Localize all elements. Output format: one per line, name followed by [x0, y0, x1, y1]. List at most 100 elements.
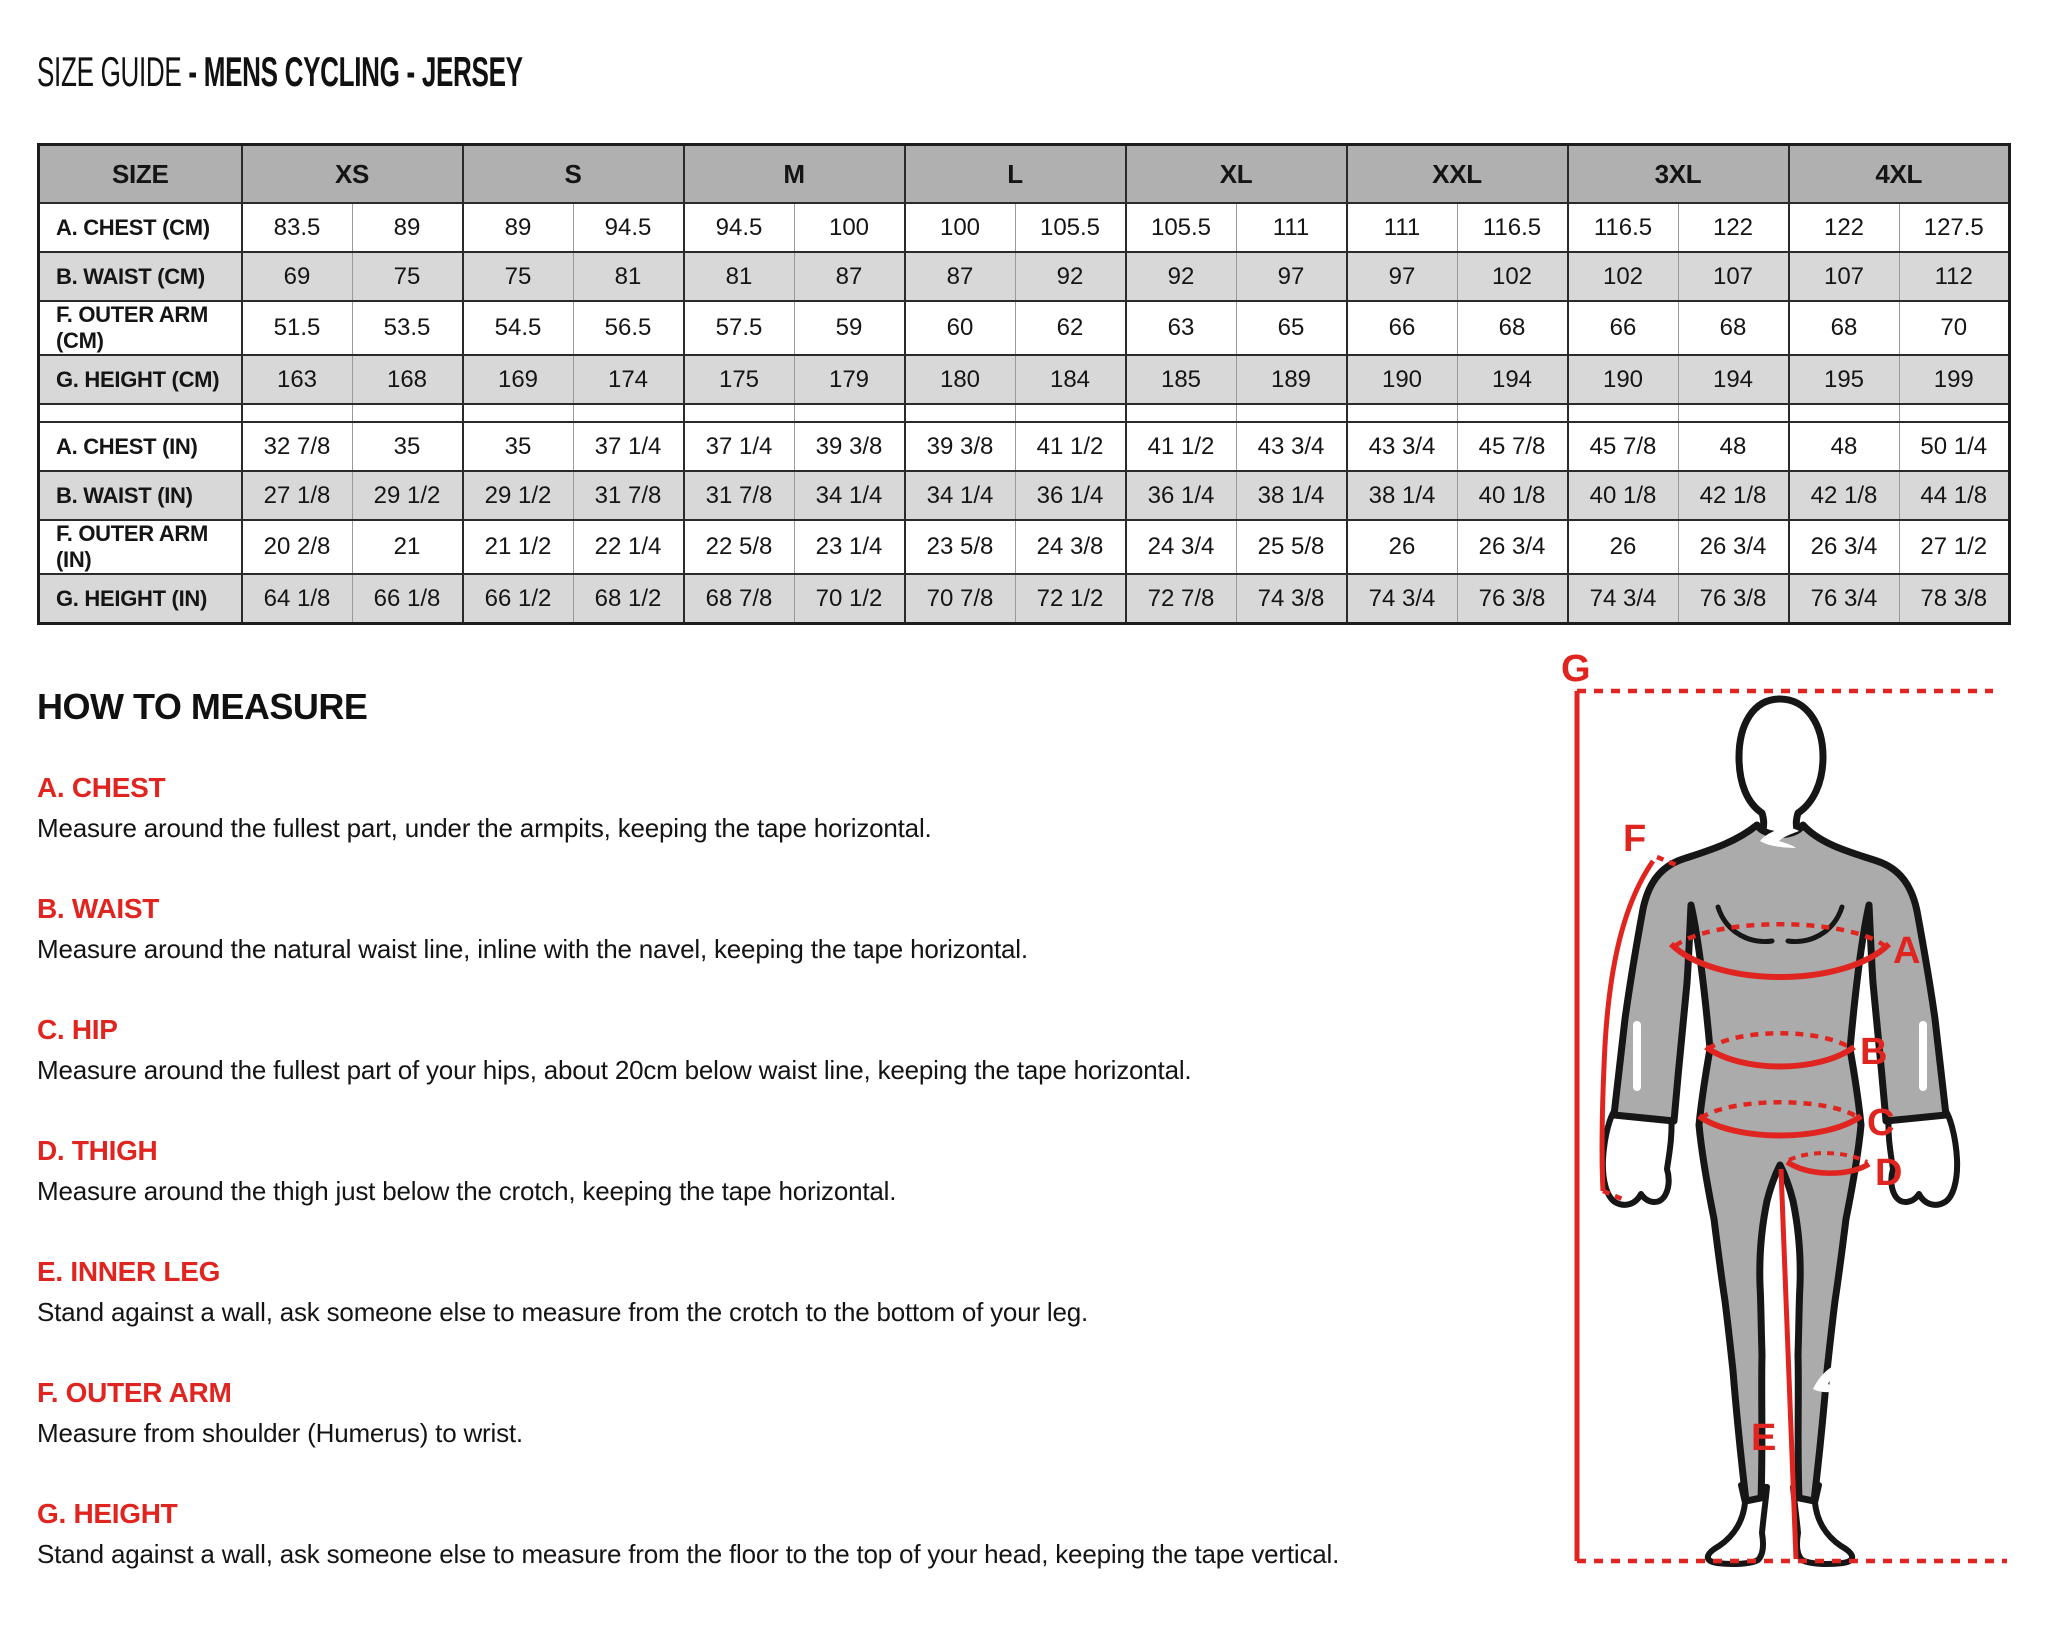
size-value-cell: 169 [461, 354, 574, 405]
size-value-cell: 38 1/4 [1235, 470, 1347, 521]
measure-title-chest: A. CHEST [37, 772, 166, 803]
size-value-cell: 22 1/4 [572, 519, 684, 575]
size-value-cell: 26 3/4 [1787, 519, 1900, 575]
size-value-cell: 168 [351, 354, 463, 405]
table-row: G. HEIGHT (IN) 64 1/8 66 1/8 66 1/2 68 1/2 68… [38, 573, 2010, 625]
size-value-cell: 65 [1235, 300, 1347, 356]
measure-title-hip: C. HIP [37, 1014, 118, 1045]
row-label: F. OUTER ARM (IN) [38, 519, 242, 575]
size-value-cell: 74 3/4 [1345, 573, 1458, 625]
size-value-cell: 111 [1345, 202, 1458, 253]
size-header-XXL: XXL [1345, 143, 1568, 204]
page-title-prefix: SIZE GUIDE [37, 48, 189, 95]
page-title-emphasis: - MENS CYCLING - JERSEY [188, 48, 523, 95]
measure-section-outer-arm: F. OUTER ARM Measure from shoulder (Hume… [37, 1377, 1537, 1449]
table-row: F. OUTER ARM (CM) 51.5 53.5 54.5 56.5 57.5 59 6… [38, 300, 2010, 356]
table-row: F. OUTER ARM (IN) 20 2/8 21 21 1/2 22 1/4 22 … [38, 519, 2010, 575]
size-value-cell: 70 [1898, 300, 2010, 356]
size-value-cell: 21 [351, 519, 463, 575]
size-value-cell: 32 7/8 [240, 421, 353, 472]
size-value-cell: 66 1/2 [461, 573, 574, 625]
spacer-cell [793, 403, 905, 423]
size-value-cell: 23 1/4 [793, 519, 905, 575]
size-value-cell: 48 [1787, 421, 1900, 472]
row-label: F. OUTER ARM (CM) [38, 300, 242, 356]
size-value-cell: 89 [461, 202, 574, 253]
size-value-cell: 74 3/8 [1235, 573, 1347, 625]
size-value-cell: 87 [903, 251, 1016, 302]
size-value-cell: 23 5/8 [903, 519, 1016, 575]
size-header-L: L [903, 143, 1126, 204]
size-value-cell: 50 1/4 [1898, 421, 2010, 472]
size-value-cell: 100 [793, 202, 905, 253]
size-value-cell: 116.5 [1456, 202, 1568, 253]
thigh-line-dashed [1788, 1151, 1868, 1164]
size-value-cell: 63 [1124, 300, 1237, 356]
size-value-cell: 21 1/2 [461, 519, 574, 575]
size-value-cell: 29 1/2 [351, 470, 463, 521]
size-header-S: S [461, 143, 684, 204]
figure-label-a: A [1893, 930, 1920, 972]
figure-foot-left [1704, 1482, 1770, 1567]
hip-line-solid [1697, 1113, 1863, 1139]
size-value-cell: 76 3/8 [1456, 573, 1568, 625]
size-table-header-row: SIZE XS S M L XL XXL 3XL 4XL [38, 143, 2010, 204]
spacer-cell [240, 403, 353, 423]
figure-label-b: B [1860, 1031, 1887, 1073]
size-value-cell: 62 [1014, 300, 1126, 356]
size-value-cell: 26 [1345, 519, 1458, 575]
size-table-body: A. CHEST (CM) 83.5 89 89 94.5 94.5 100 100 105.5… [38, 202, 2010, 625]
size-value-cell: 68 7/8 [682, 573, 795, 625]
size-value-cell: 89 [351, 202, 463, 253]
spacer-cell [38, 403, 242, 423]
size-value-cell: 97 [1235, 251, 1347, 302]
size-value-cell: 94.5 [682, 202, 795, 253]
size-value-cell: 83.5 [240, 202, 353, 253]
size-value-cell: 40 1/8 [1566, 470, 1679, 521]
spacer-cell [903, 403, 1016, 423]
size-value-cell: 31 7/8 [682, 470, 795, 521]
figure-label-g: G [1561, 648, 1591, 690]
measure-section-waist: B. WAIST Measure around the natural wais… [37, 893, 1537, 965]
spacer-cell [572, 403, 684, 423]
size-value-cell: 20 2/8 [240, 519, 353, 575]
size-value-cell: 122 [1787, 202, 1900, 253]
spacer-cell [1677, 403, 1789, 423]
size-value-cell: 41 1/2 [1124, 421, 1237, 472]
size-value-cell: 69 [240, 251, 353, 302]
measurement-figure: G F A B C D E [1555, 645, 2048, 1645]
spacer-cell [682, 403, 795, 423]
size-value-cell: 37 1/4 [682, 421, 795, 472]
size-value-cell: 87 [793, 251, 905, 302]
size-value-cell: 190 [1566, 354, 1679, 405]
size-value-cell: 105.5 [1124, 202, 1237, 253]
size-value-cell: 43 3/4 [1235, 421, 1347, 472]
measure-section-chest: A. CHEST Measure around the fullest part… [37, 772, 1537, 844]
size-value-cell: 97 [1345, 251, 1458, 302]
size-value-cell: 102 [1566, 251, 1679, 302]
size-value-cell: 68 [1677, 300, 1789, 356]
measure-title-thigh: D. THIGH [37, 1135, 158, 1166]
body-diagram-icon: G F A B C D E [1561, 648, 2007, 1567]
measure-section-thigh: D. THIGH Measure around the thigh just b… [37, 1135, 1537, 1207]
figure-label-c: C [1867, 1102, 1894, 1144]
size-value-cell: 35 [461, 421, 574, 472]
size-value-cell: 59 [793, 300, 905, 356]
size-value-cell: 26 [1566, 519, 1679, 575]
size-value-cell: 174 [572, 354, 684, 405]
size-value-cell: 68 1/2 [572, 573, 684, 625]
size-value-cell: 111 [1235, 202, 1347, 253]
alpinestars-logo-shin [1813, 1363, 1846, 1393]
row-label: A. CHEST (IN) [38, 421, 242, 472]
row-label: G. HEIGHT (IN) [38, 573, 242, 625]
figure-foot-right [1790, 1482, 1856, 1567]
table-row: A. CHEST (CM) 83.5 89 89 94.5 94.5 100 100 105.5… [38, 202, 2010, 253]
size-value-cell: 27 1/2 [1898, 519, 2010, 575]
table-row: B. WAIST (IN) 27 1/8 29 1/2 29 1/2 31 7/8 31 … [38, 470, 2010, 521]
figure-head [1735, 695, 1827, 841]
size-value-cell: 100 [903, 202, 1016, 253]
size-header-M: M [682, 143, 905, 204]
size-value-cell: 112 [1898, 251, 2010, 302]
row-label: B. WAIST (CM) [38, 251, 242, 302]
measure-section-height: G. HEIGHT Stand against a wall, ask some… [37, 1498, 1537, 1570]
